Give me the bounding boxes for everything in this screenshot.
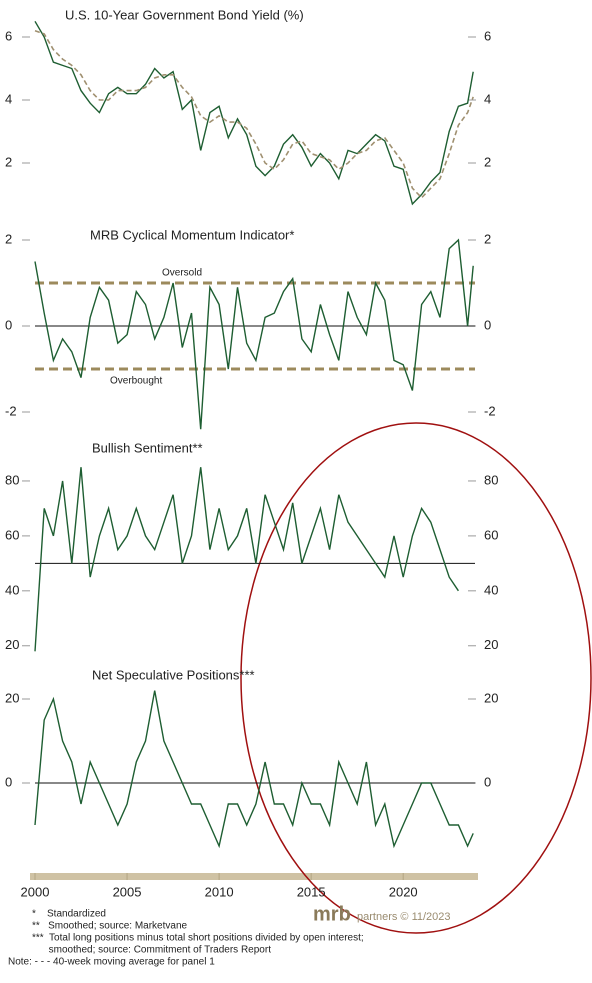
data-line (34, 29, 474, 199)
reference-label: Oversold (162, 268, 202, 279)
y-tick-label: 2 (5, 231, 12, 246)
footnote: ** Smoothed; source: Marketvane (32, 921, 188, 932)
panel-title: Bullish Sentiment** (92, 440, 203, 455)
data-line (34, 690, 474, 849)
y-tick-label: 4 (5, 91, 12, 106)
y2-tick-label: 0 (484, 774, 491, 789)
y2-tick-label: 20 (484, 690, 498, 705)
x-tick-label: 2000 (21, 884, 50, 899)
panel-title: MRB Cyclical Momentum Indicator* (90, 227, 294, 242)
y2-tick-label: 60 (484, 527, 498, 542)
reference-label: Overbought (110, 376, 162, 387)
footnote: Note: - - - 40-week moving average for p… (8, 957, 215, 968)
data-line (34, 467, 459, 652)
y2-tick-label: 2 (484, 231, 491, 246)
x-tick-label: 2010 (205, 884, 234, 899)
y2-tick-label: 0 (484, 317, 491, 332)
x-tick-label: 2015 (297, 884, 326, 899)
y2-tick-label: 80 (484, 472, 498, 487)
y-tick-label: 20 (5, 690, 19, 705)
y-tick-label: 80 (5, 472, 19, 487)
y-tick-label: -2 (5, 403, 17, 418)
logo: mrb (313, 903, 351, 925)
panel-title: Net Speculative Positions*** (92, 667, 255, 682)
y-tick-label: 6 (5, 28, 12, 43)
footnote: smoothed; source: Commitment of Traders … (32, 945, 271, 956)
y-tick-label: 60 (5, 527, 19, 542)
y-tick-label: 0 (5, 774, 12, 789)
y-tick-label: 2 (5, 154, 12, 169)
x-axis-band (30, 873, 478, 880)
data-line (34, 20, 474, 206)
footnote: * Standardized (32, 909, 106, 920)
y2-tick-label: 4 (484, 91, 491, 106)
y2-tick-label: -2 (484, 403, 496, 418)
x-tick-label: 2005 (113, 884, 142, 899)
y-tick-label: 20 (5, 637, 19, 652)
logo-text: partners © 11/2023 (357, 911, 451, 923)
data-line (34, 238, 474, 430)
x-tick-label: 2020 (389, 884, 418, 899)
y-tick-label: 40 (5, 582, 19, 597)
footnote: *** Total long positions minus total sho… (32, 933, 364, 944)
panel-title: U.S. 10-Year Government Bond Yield (%) (65, 7, 304, 22)
highlight-ellipse (240, 422, 592, 934)
y-tick-label: 0 (5, 317, 12, 332)
y2-tick-label: 40 (484, 582, 498, 597)
y2-tick-label: 20 (484, 637, 498, 652)
y2-tick-label: 6 (484, 28, 491, 43)
y2-tick-label: 2 (484, 154, 491, 169)
